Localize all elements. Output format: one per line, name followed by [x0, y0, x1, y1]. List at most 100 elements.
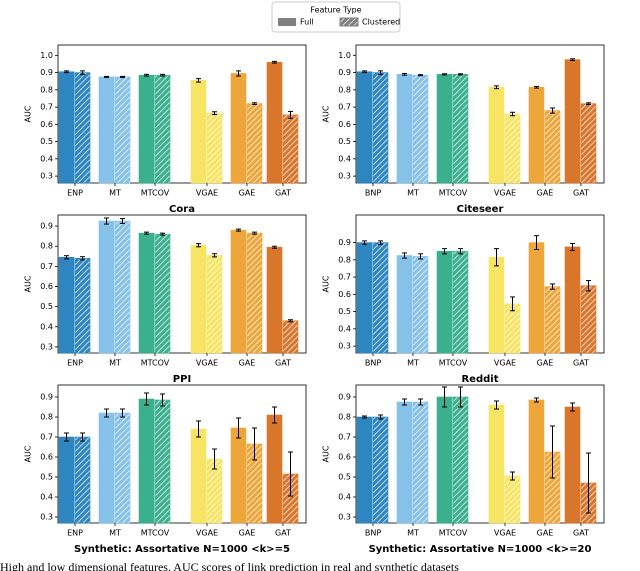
y-tick-label: 0.6 — [40, 453, 53, 462]
error-bar — [458, 248, 463, 255]
error-bar — [570, 242, 575, 251]
error-bar — [252, 102, 257, 106]
bar — [488, 256, 505, 354]
y-tick-label: 0.5 — [338, 473, 351, 482]
y-tick-label: 0.6 — [338, 290, 351, 299]
x-tick-label: GAT — [275, 359, 291, 368]
bar — [356, 71, 373, 184]
x-tick-label: MTCOV — [439, 529, 468, 538]
bar — [114, 220, 131, 354]
y-tick-label: 0.3 — [338, 513, 351, 522]
error-bar — [586, 452, 591, 514]
x-tick-label: BNP — [365, 529, 381, 538]
bar — [372, 72, 389, 184]
y-tick-label: 0.6 — [338, 453, 351, 462]
bar — [114, 412, 131, 524]
y-tick-label: 1.0 — [40, 51, 53, 60]
x-tick-label: VGAE — [196, 189, 218, 198]
error-bar — [144, 392, 149, 406]
error-bar — [534, 397, 539, 403]
bar — [190, 428, 207, 524]
y-axis-label: AUC — [24, 445, 33, 462]
bar — [528, 86, 545, 184]
y-tick-label: 0.8 — [40, 242, 53, 251]
bar — [396, 74, 413, 184]
error-bar — [120, 218, 125, 224]
bar — [246, 103, 263, 184]
error-bar — [104, 217, 109, 225]
x-tick-label: GAE — [537, 359, 554, 368]
error-bar — [570, 402, 575, 412]
legend-swatch — [278, 18, 296, 26]
bar — [564, 59, 581, 184]
legend-label: Full — [300, 18, 314, 27]
y-axis-label: AUC — [322, 105, 331, 122]
y-tick-label: 0.7 — [40, 262, 53, 271]
x-tick-label: MT — [109, 189, 121, 198]
y-axis-label: AUC — [322, 275, 331, 292]
x-tick-label: VGAE — [494, 189, 516, 198]
error-bar — [212, 448, 217, 470]
bar — [154, 399, 171, 524]
y-tick-label: 0.3 — [40, 513, 53, 522]
error-bar — [272, 406, 277, 424]
error-bar — [442, 386, 447, 408]
error-bar — [196, 78, 201, 83]
error-bar — [510, 111, 515, 117]
error-bar — [252, 427, 257, 461]
y-axis-label: AUC — [322, 445, 331, 462]
y-tick-label: 0.5 — [40, 473, 53, 482]
bar — [452, 396, 469, 524]
y-tick-label: 0.5 — [338, 307, 351, 316]
x-tick-label: GAT — [573, 359, 589, 368]
error-bar — [144, 231, 149, 235]
x-tick-label: GAE — [537, 529, 554, 538]
x-tick-label: VGAE — [196, 529, 218, 538]
error-bar — [418, 398, 423, 406]
bar — [488, 404, 505, 524]
error-bar — [378, 240, 383, 245]
error-bar — [288, 110, 293, 119]
error-bar — [64, 70, 69, 74]
bar — [154, 74, 171, 184]
bar — [580, 285, 597, 354]
error-bar — [144, 73, 149, 77]
x-tick-label: BNP — [365, 189, 381, 198]
error-bar — [586, 280, 591, 292]
error-bar — [362, 70, 367, 74]
y-tick-label: 0.7 — [40, 103, 53, 112]
bar — [282, 114, 299, 184]
legend-label: Clustered — [362, 18, 400, 27]
y-tick-label: 0.3 — [338, 342, 351, 351]
bar — [230, 229, 247, 354]
y-tick-label: 0.8 — [338, 413, 351, 422]
error-bar — [160, 393, 165, 407]
y-axis-label: AUC — [24, 275, 33, 292]
y-tick-label: 0.8 — [338, 255, 351, 264]
bar — [488, 86, 505, 184]
x-tick-label: ENP — [67, 189, 83, 198]
bar — [138, 232, 155, 354]
x-tick-label: VGAE — [494, 529, 516, 538]
y-tick-label: 0.5 — [40, 302, 53, 311]
x-tick-label: MT — [109, 359, 121, 368]
bar — [246, 232, 263, 354]
bar — [58, 257, 75, 354]
error-bar — [80, 432, 85, 442]
error-bar — [236, 70, 241, 77]
error-bar — [80, 256, 85, 261]
bar — [190, 244, 207, 354]
x-tick-label: MT — [109, 529, 121, 538]
y-tick-label: 0.9 — [40, 68, 53, 77]
plot-area — [355, 214, 605, 354]
x-tick-label: GAE — [537, 189, 554, 198]
plot-area — [355, 44, 605, 184]
y-tick-label: 0.9 — [338, 238, 351, 247]
bar — [74, 436, 91, 524]
error-bar — [402, 398, 407, 406]
x-tick-label: VGAE — [494, 359, 516, 368]
error-bar — [104, 75, 109, 78]
chart-title: Synthetic: Assortative N=1000 <k>=20 — [369, 544, 592, 555]
bar — [504, 113, 521, 184]
